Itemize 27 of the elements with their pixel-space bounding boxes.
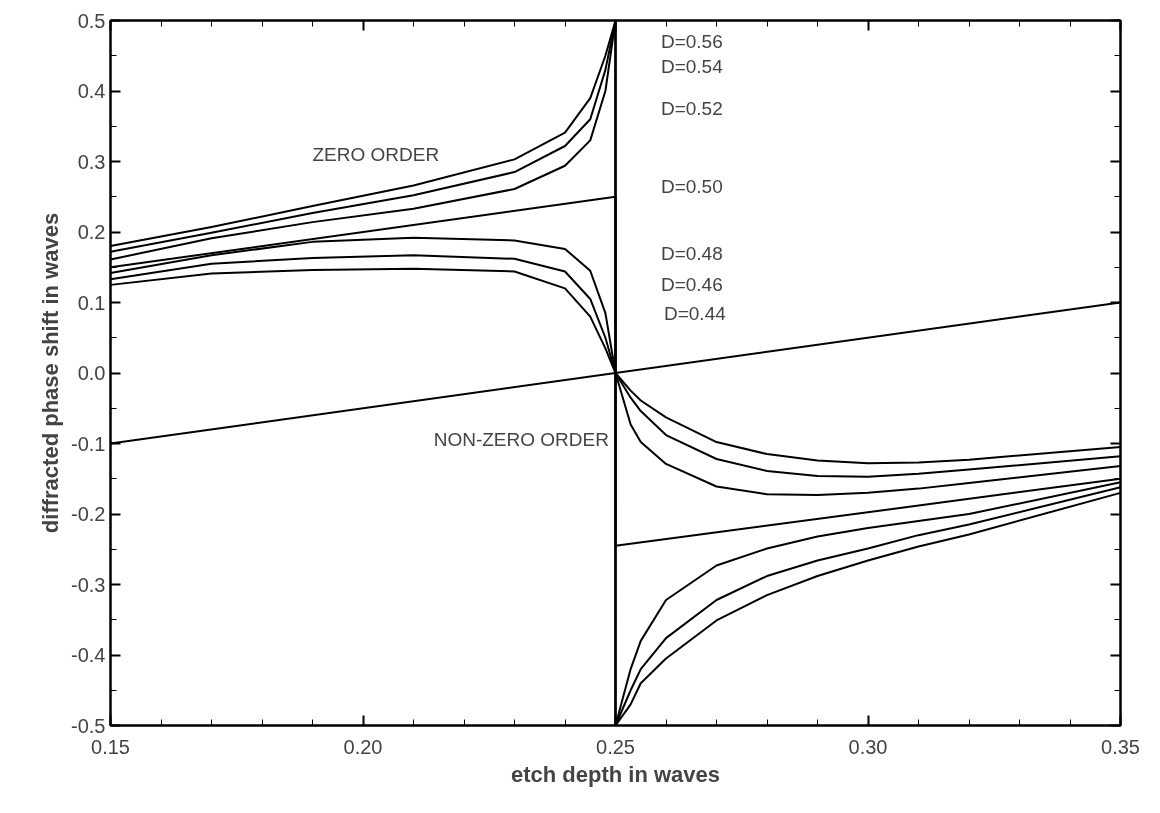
- annotation: D=0.54: [660, 55, 724, 77]
- annotation: D=0.44: [663, 302, 727, 324]
- annotation: D=0.48: [660, 242, 723, 264]
- y-tick-label: -0.5: [71, 714, 106, 737]
- x-tick-label: 0.30: [848, 735, 888, 758]
- x-tick-label: 0.20: [343, 735, 383, 758]
- y-tick-label: -0.1: [71, 432, 106, 455]
- x-tick-label: 0.35: [1101, 735, 1140, 758]
- y-tick-label: -0.3: [71, 573, 106, 596]
- y-axis-title: diffracted phase shift in waves: [38, 212, 64, 534]
- y-tick-label: 0.3: [77, 150, 106, 173]
- y-tick-label: -0.4: [71, 644, 106, 666]
- annotation: D=0.50: [660, 175, 723, 197]
- y-tick-label: 0.5: [77, 9, 106, 32]
- y-tick-label: -0.2: [71, 503, 106, 525]
- x-tick-label: 0.15: [91, 735, 130, 758]
- y-tick-label: 0.2: [77, 221, 106, 243]
- annotation: D=0.56: [660, 31, 723, 53]
- annotation: NON-ZERO ORDER: [433, 429, 609, 451]
- annotation: ZERO ORDER: [312, 143, 440, 165]
- y-tick-label: 0.0: [77, 362, 106, 384]
- x-tick-label: 0.25: [596, 735, 635, 758]
- y-tick-label: 0.4: [77, 80, 106, 102]
- annotation: D=0.52: [660, 98, 723, 120]
- annotation: D=0.46: [660, 274, 723, 296]
- y-tick-label: 0.1: [77, 291, 106, 314]
- x-axis-title: etch depth in waves: [510, 761, 721, 787]
